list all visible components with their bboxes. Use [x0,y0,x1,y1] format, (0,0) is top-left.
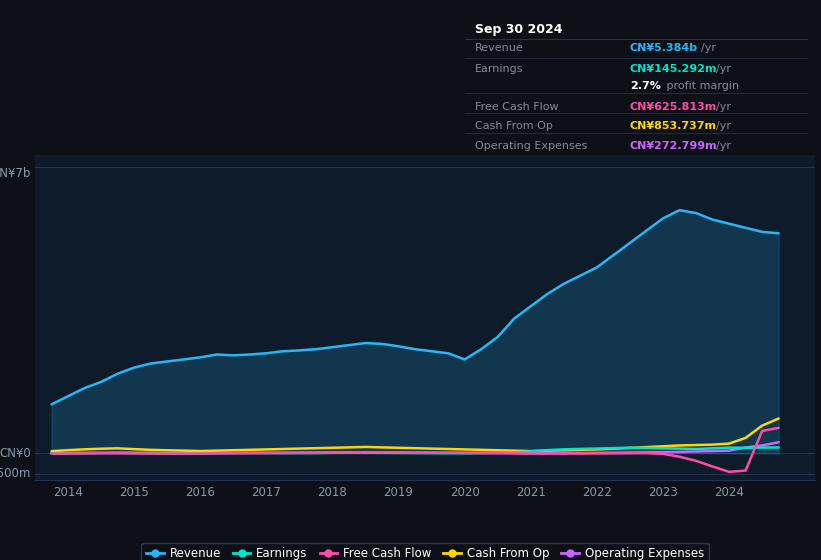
Text: /yr: /yr [701,43,716,53]
Legend: Revenue, Earnings, Free Cash Flow, Cash From Op, Operating Expenses: Revenue, Earnings, Free Cash Flow, Cash … [141,543,709,560]
Text: CN¥5.384b: CN¥5.384b [630,43,698,53]
Text: CN¥272.799m: CN¥272.799m [630,141,718,151]
Text: CN¥145.292m: CN¥145.292m [630,64,717,74]
Text: -CN¥500m: -CN¥500m [0,468,31,480]
Text: 2.7%: 2.7% [630,81,661,91]
Text: /yr: /yr [716,141,731,151]
Text: profit margin: profit margin [663,81,740,91]
Text: Sep 30 2024: Sep 30 2024 [475,24,562,36]
Text: CN¥853.737m: CN¥853.737m [630,122,717,132]
Text: /yr: /yr [716,102,731,112]
Text: Earnings: Earnings [475,64,524,74]
Text: /yr: /yr [716,64,731,74]
Text: Operating Expenses: Operating Expenses [475,141,588,151]
Text: CN¥7b: CN¥7b [0,167,31,180]
Text: CN¥0: CN¥0 [0,447,31,460]
Text: Revenue: Revenue [475,43,524,53]
Text: CN¥625.813m: CN¥625.813m [630,102,717,112]
Text: /yr: /yr [716,122,731,132]
Text: Cash From Op: Cash From Op [475,122,553,132]
Text: Free Cash Flow: Free Cash Flow [475,102,559,112]
